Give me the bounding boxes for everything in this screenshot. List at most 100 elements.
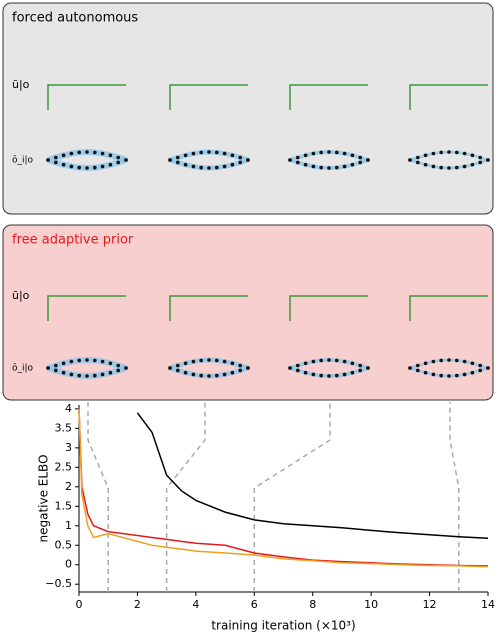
mini-dot [215,373,219,378]
mini-dot [199,165,203,170]
mini-dot [46,158,50,162]
mini-dot [439,150,444,155]
mini-dot [77,373,81,378]
mini-dot [358,160,363,165]
mini-dot [222,151,227,156]
mini-dot [439,358,444,363]
mini-dot [288,366,292,370]
mini-dot [296,368,300,373]
mini-dot [416,363,420,368]
marker-line [87,402,109,592]
mini-dot [85,358,89,362]
mini-dot [191,164,196,169]
mini-dot [77,165,81,170]
mini-dot [470,162,475,167]
mini-dot [327,358,331,362]
x-tick-label: 12 [423,598,437,611]
mini-dot [108,361,113,366]
y-tick-label: −0.5 [45,577,72,590]
mini-dot [311,164,316,169]
mini-dot [478,368,483,373]
mini-dot [54,160,58,165]
mini-dot [408,366,412,370]
mini-dot [416,160,420,165]
mini-dot [455,358,459,363]
y-tick-label: 3.5 [55,421,73,434]
mini-dot [61,370,66,375]
y-tick-label: 0 [65,558,72,571]
mini-dot [431,372,436,377]
x-tick-label: 0 [76,598,83,611]
mini-dot [168,158,172,162]
mini-dot [319,165,324,170]
y-axis-label: negative ELBO [37,454,51,542]
marker-line [165,402,206,592]
y-tick-label: 2.5 [55,460,73,473]
mini-dot [358,363,363,368]
mini-dot [431,151,436,156]
mini-dot [100,151,105,156]
mini-dot [358,368,363,373]
x-tick-label: 2 [134,598,141,611]
mini-dot [462,151,467,156]
y-tick-label: 1.5 [55,499,73,512]
mini-dot [168,366,172,370]
mini-control [47,84,126,110]
mini-dot [455,373,459,378]
mini-dot [93,165,97,170]
mini-dot [366,366,370,370]
x-tick-label: 8 [309,598,316,611]
mini-dot [215,150,219,155]
y-tick-label: 3 [65,441,72,454]
mini-dot [100,359,105,364]
mini-dot [93,358,97,363]
panel-title: free adaptive prior [12,233,134,248]
mini-dot [478,155,483,160]
mini-dot [423,361,428,366]
mini-dot [222,164,227,169]
mini-dot [108,370,113,375]
mini-dot [230,153,235,158]
mini-dot [296,160,300,165]
mini-dot [455,150,459,155]
mini-dot [124,158,128,162]
series-line [78,408,489,568]
mini-dot [199,150,203,155]
mini-dot [238,363,242,368]
mini-dot [199,373,203,378]
mini-dot [246,158,250,162]
mini-dot [478,160,483,165]
mini-dot [215,358,219,363]
mini-dot [342,372,347,377]
mini-dot [207,166,211,170]
x-tick-label: 6 [251,598,258,611]
mini-dot [423,370,428,375]
mini-dot [311,151,316,156]
mini-dot [311,359,316,364]
mini-dot [230,361,235,366]
mini-dot [215,165,219,170]
mini-dot [447,374,451,378]
panel-box [2,224,494,401]
y-tick-label: 2 [65,480,72,493]
mini-dot [439,373,444,378]
mini-dot [238,368,242,373]
mini-dot [342,164,347,169]
mini-dot [303,153,308,158]
mini-dot [342,359,347,364]
mini-control [169,84,248,110]
mini-control [169,295,248,321]
mini-dot [319,150,324,155]
mini-dot [61,361,66,366]
mini-dot [423,162,428,167]
mini-dot [69,372,74,377]
x-tick-label: 4 [192,598,199,611]
mini-dot [416,368,420,373]
mini-dot [183,153,188,158]
mini-dot [408,158,412,162]
mini-dot [116,155,120,160]
mini-dot [222,359,227,364]
mini-dot [470,153,475,158]
mini-dot [183,370,188,375]
mini-dot [93,150,97,155]
